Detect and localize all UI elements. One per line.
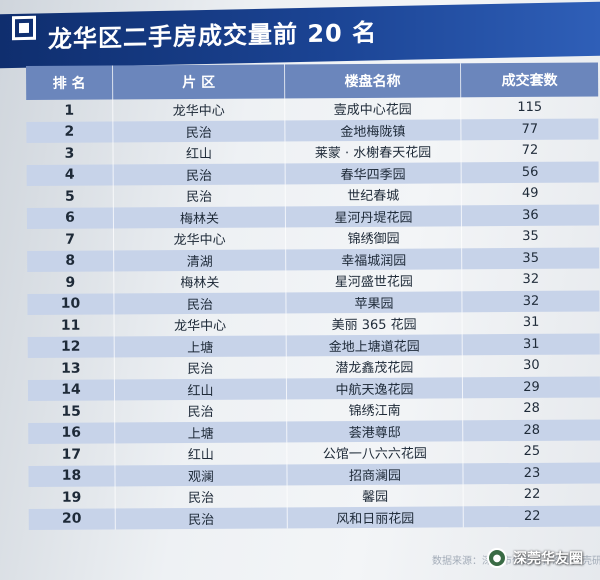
rank-cell: 19 (61, 489, 82, 506)
district-cell: 红山 (113, 377, 287, 401)
count-cell: 115 (460, 96, 599, 119)
district-cell: 红山 (112, 141, 285, 164)
rank-cell: 15 (61, 403, 81, 420)
rank-cell: 10 (60, 295, 81, 313)
estate-cell: 中航天逸花园 (285, 376, 463, 400)
watermark: ● 深莞华友圈 (487, 548, 583, 568)
rank-cell: 16 (61, 424, 82, 442)
estate-cell: 世纪春城 (284, 183, 461, 206)
estate-cell: 春华四季园 (284, 161, 461, 185)
count-cell: 77 (460, 118, 599, 141)
estate-cell: 潜龙鑫茂花园 (285, 355, 462, 378)
district-cell: 民治 (114, 399, 287, 422)
estate-cell: 苹果园 (285, 290, 462, 314)
rank-cell: 3 (64, 145, 75, 162)
estate-cell: 锦绣江南 (286, 398, 463, 421)
estate-cell: 招商澜园 (286, 462, 463, 486)
district-cell: 民治 (113, 356, 286, 379)
count-cell: 32 (461, 290, 600, 313)
count-cell: 22 (462, 483, 600, 506)
rank-cell: 4 (64, 166, 75, 184)
count-cell: 28 (462, 397, 600, 420)
count-cell: 35 (460, 225, 600, 248)
estate-cell: 荟港尊邸 (286, 419, 463, 443)
table-header-row: 排 名 片 区 楼盘名称 成交套数 (26, 62, 599, 100)
district-cell: 上塘 (113, 334, 286, 358)
table-body: 1 龙华中心 壹成中心花园 115 2 民治 金地梅陇镇 77 3 红山 莱蒙 · 水榭春天花园 72… (26, 96, 600, 530)
count-cell: 28 (462, 418, 600, 442)
count-cell: 29 (461, 376, 600, 399)
rank-cell: 1 (64, 102, 75, 119)
estate-cell: 锦绣御园 (284, 226, 462, 249)
count-cell: 56 (460, 161, 599, 184)
page-title: 龙华区二手房成交量前 20 名 (48, 18, 378, 54)
district-cell: 民治 (112, 162, 285, 186)
count-cell: 36 (460, 204, 599, 227)
estate-cell: 风和日丽花园 (286, 505, 463, 529)
rank-cell: 14 (61, 381, 81, 399)
rank-cell: 8 (65, 252, 76, 270)
district-cell: 梅林关 (113, 270, 286, 293)
rank-cell: 5 (64, 188, 75, 205)
district-cell: 观澜 (114, 463, 287, 487)
district-cell: 民治 (112, 184, 285, 207)
estate-cell: 馨园 (286, 484, 463, 507)
rank-cell: 11 (60, 317, 81, 334)
district-cell: 梅林关 (112, 205, 285, 229)
district-cell: 民治 (112, 119, 285, 143)
column-header-rank: 排 名 (52, 75, 86, 92)
count-cell: 49 (460, 182, 599, 205)
square-bullet-icon (12, 15, 36, 41)
district-cell: 龙华中心 (113, 313, 286, 336)
column-header-estate: 楼盘名称 (283, 63, 461, 99)
estate-cell: 星河盛世花园 (285, 269, 462, 292)
count-cell: 23 (462, 461, 600, 485)
count-cell: 25 (462, 440, 600, 463)
data-source-note: 数据来源：深圳市住建局，深圳贝壳研 (432, 556, 600, 567)
wechat-icon: ● (487, 548, 507, 568)
watermark-text: 深莞华友圈 (513, 551, 583, 567)
count-cell: 72 (460, 139, 599, 162)
district-cell: 红山 (114, 442, 287, 465)
count-cell: 35 (461, 247, 600, 270)
rank-cell: 12 (60, 338, 81, 356)
estate-cell: 星河丹堤花园 (284, 204, 461, 228)
rank-cell: 9 (65, 274, 76, 291)
rank-cell: 2 (64, 123, 75, 141)
count-cell: 31 (461, 311, 600, 334)
rank-cell: 13 (61, 360, 81, 377)
estate-cell: 幸福城润园 (285, 247, 462, 271)
district-cell: 清湖 (113, 248, 286, 272)
district-cell: 龙华中心 (112, 98, 285, 121)
ranking-table: 排 名 片 区 楼盘名称 成交套数 1 龙华中心 壹成中心花园 115 2 民治 金地梅陇镇… (26, 62, 600, 530)
rank-cell: 17 (61, 446, 82, 463)
count-cell: 30 (461, 354, 600, 377)
table-row: 20 民治 风和日丽花园 22 (28, 504, 600, 530)
rank-cell: 18 (61, 467, 82, 485)
estate-cell: 金地梅陇镇 (284, 118, 461, 142)
rank-cell: 20 (61, 510, 82, 528)
rank-cell: 6 (65, 209, 75, 227)
estate-cell: 金地上塘道花园 (285, 333, 462, 357)
district-cell: 民治 (113, 291, 286, 315)
district-cell: 民治 (114, 506, 287, 530)
district-cell: 上塘 (114, 420, 287, 444)
estate-cell: 莱蒙 · 水榭春天花园 (284, 140, 461, 163)
column-header-district: 片 区 (111, 64, 285, 100)
estate-cell: 公馆一八六六花园 (286, 441, 463, 464)
district-cell: 民治 (114, 485, 287, 508)
estate-cell: 壹成中心花园 (284, 97, 461, 120)
count-cell: 31 (461, 333, 600, 356)
estate-cell: 美丽 365 花园 (285, 312, 462, 335)
column-header-count: 成交套数 (459, 62, 599, 98)
rank-cell: 7 (65, 231, 75, 248)
district-cell: 龙华中心 (112, 227, 286, 250)
count-cell: 22 (462, 504, 600, 528)
count-cell: 32 (461, 268, 600, 291)
